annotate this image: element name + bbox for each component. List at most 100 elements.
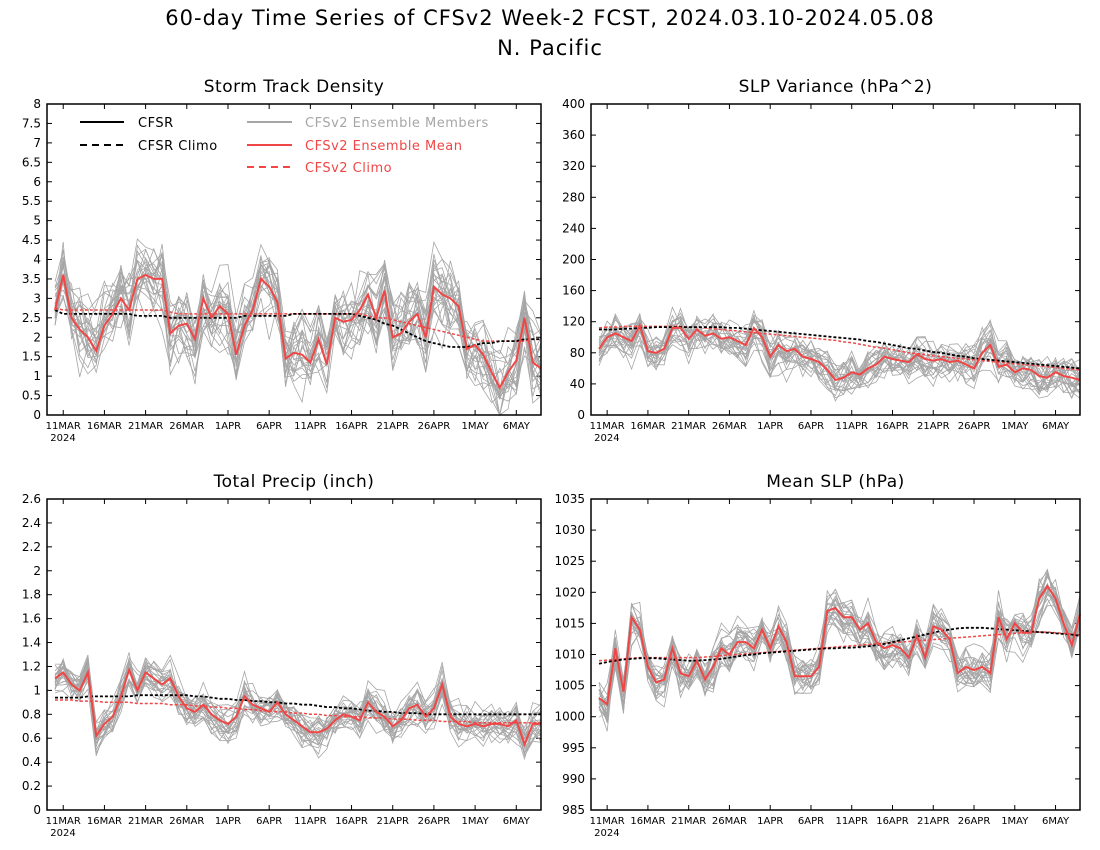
legend-label: CFSv2 Ensemble Mean <box>305 139 462 154</box>
x-tick-label: 16APR <box>335 421 368 432</box>
y-tick-label: 1 <box>33 369 41 383</box>
x-tick-label: 1APR <box>215 421 241 432</box>
x-tick-label: 11APR <box>294 421 327 432</box>
x-tick-label: 1MAY <box>1001 816 1029 827</box>
y-tick-label: 985 <box>562 803 585 817</box>
y-tick-label: 0.5 <box>22 389 41 403</box>
y-tick-label: 2.4 <box>22 516 41 530</box>
ensemble-member-line <box>54 261 542 397</box>
ensemble-member-line <box>54 247 542 390</box>
x-tick-label: 11MAR <box>590 421 625 432</box>
panel-2: SLP Variance (hPa^2) 0 40 80 120 160 200 240 280… <box>562 77 1081 444</box>
y-tick-label: 280 <box>562 190 585 204</box>
x-tick-label: 6APR <box>256 421 282 432</box>
ensemble-mean-line <box>54 273 542 390</box>
x-tick-label: 6MAY <box>503 421 531 432</box>
cfsv2-climo-line <box>54 307 541 342</box>
x-tick-label: 6MAY <box>1042 421 1070 432</box>
y-tick-label: 5 <box>33 214 41 228</box>
y-tick-label: 80 <box>570 346 585 360</box>
panel-title: SLP Variance (hPa^2) <box>739 77 933 97</box>
plot-frame <box>46 103 542 416</box>
y-tick-label: 7 <box>33 136 41 150</box>
plot-frame <box>46 498 542 811</box>
y-tick-label: 1010 <box>554 648 585 662</box>
x-tick-label: 11APR <box>294 816 327 827</box>
y-tick-label: 1000 <box>554 710 585 724</box>
y-tick-label: 2 <box>33 330 41 344</box>
x-tick-label: 1MAY <box>1001 421 1029 432</box>
y-tick-label: 2.6 <box>22 492 41 506</box>
x-tick-label: 26APR <box>418 816 451 827</box>
ensemble-member-line <box>598 586 1081 724</box>
x-tick-label: 16MAR <box>630 816 665 827</box>
y-tick-label: 1020 <box>554 585 585 599</box>
panel-4: Mean SLP (hPa) 985 990 995 1000 1005 1010 1015 1… <box>554 472 1081 839</box>
y-tick-label: 3.5 <box>22 272 41 286</box>
plot-frame <box>590 103 1081 416</box>
x-tick-label: 21MAR <box>128 816 163 827</box>
panel-title: Mean SLP (hPa) <box>766 472 905 492</box>
ensemble-members <box>54 238 542 417</box>
ensemble-mean-line <box>598 323 1081 382</box>
plot-frame <box>590 498 1081 811</box>
y-tick-label: 990 <box>562 772 585 786</box>
y-tick-label: 4 <box>33 253 41 267</box>
y-tick-label: 1015 <box>554 616 585 630</box>
panel-1: Storm Track Density 0 0.5 1 1.5 2 2.5 3 3.5 4 4.5 5… <box>22 77 542 444</box>
x-tick-label: 26MAR <box>712 816 747 827</box>
x-year-label: 2024 <box>594 433 619 444</box>
x-year-label: 2024 <box>50 828 75 839</box>
panel-3: Total Precip (inch) 0 0.2 0.4 0.6 0.8 1 1.2 1.4 1… <box>22 472 542 839</box>
x-tick-label: 11APR <box>835 816 868 827</box>
ensemble-member-line <box>598 572 1081 709</box>
y-tick-label: 2 <box>33 564 41 578</box>
y-tick-label: 6 <box>33 175 41 189</box>
cfsr-climo-line <box>55 694 541 716</box>
ensemble-members <box>598 306 1081 402</box>
x-tick-label: 1APR <box>215 816 241 827</box>
x-tick-label: 6APR <box>256 816 282 827</box>
ensemble-member-line <box>54 262 542 385</box>
ensemble-member-line <box>598 318 1081 399</box>
x-tick-label: 1MAY <box>462 421 490 432</box>
y-tick-label: 1.8 <box>22 588 41 602</box>
x-tick-label: 6MAY <box>1042 816 1070 827</box>
y-tick-label: 40 <box>570 377 585 391</box>
ensemble-member-line <box>54 257 542 416</box>
y-tick-label: 1.5 <box>22 350 41 364</box>
legend-label: CFSv2 Climo <box>305 161 392 176</box>
x-tick-label: 21MAR <box>671 816 706 827</box>
y-tick-label: 0 <box>33 803 41 817</box>
x-tick-label: 26MAR <box>712 421 747 432</box>
ensemble-member-line <box>54 248 542 404</box>
y-tick-label: 0 <box>577 408 585 422</box>
ensemble-mean-line <box>598 584 1081 707</box>
x-tick-label: 21APR <box>917 421 950 432</box>
x-tick-label: 16MAR <box>87 816 122 827</box>
x-tick-label: 26APR <box>958 421 991 432</box>
x-tick-label: 21MAR <box>671 421 706 432</box>
ensemble-member-line <box>54 656 542 737</box>
x-tick-label: 11APR <box>835 421 868 432</box>
y-tick-label: 0.6 <box>22 731 41 745</box>
y-tick-label: 1005 <box>554 679 585 693</box>
x-tick-label: 16APR <box>876 816 909 827</box>
ensemble-member-line <box>598 318 1081 393</box>
x-tick-label: 16APR <box>335 816 368 827</box>
main-title: 60-day Time Series of CFSv2 Week-2 FCST,… <box>165 6 935 30</box>
x-tick-label: 21APR <box>376 816 409 827</box>
x-tick-label: 11MAR <box>590 816 625 827</box>
y-tick-label: 0.4 <box>22 755 41 769</box>
y-tick-label: 120 <box>562 315 585 329</box>
x-tick-label: 1MAY <box>462 816 490 827</box>
x-tick-label: 11MAR <box>46 421 81 432</box>
legend-label: CFSR <box>138 116 174 131</box>
panel-title: Total Precip (inch) <box>213 472 375 492</box>
ensemble-member-line <box>598 577 1081 721</box>
x-tick-label: 16MAR <box>630 421 665 432</box>
x-tick-label: 16MAR <box>87 421 122 432</box>
x-tick-label: 26APR <box>418 421 451 432</box>
x-tick-label: 21MAR <box>128 421 163 432</box>
